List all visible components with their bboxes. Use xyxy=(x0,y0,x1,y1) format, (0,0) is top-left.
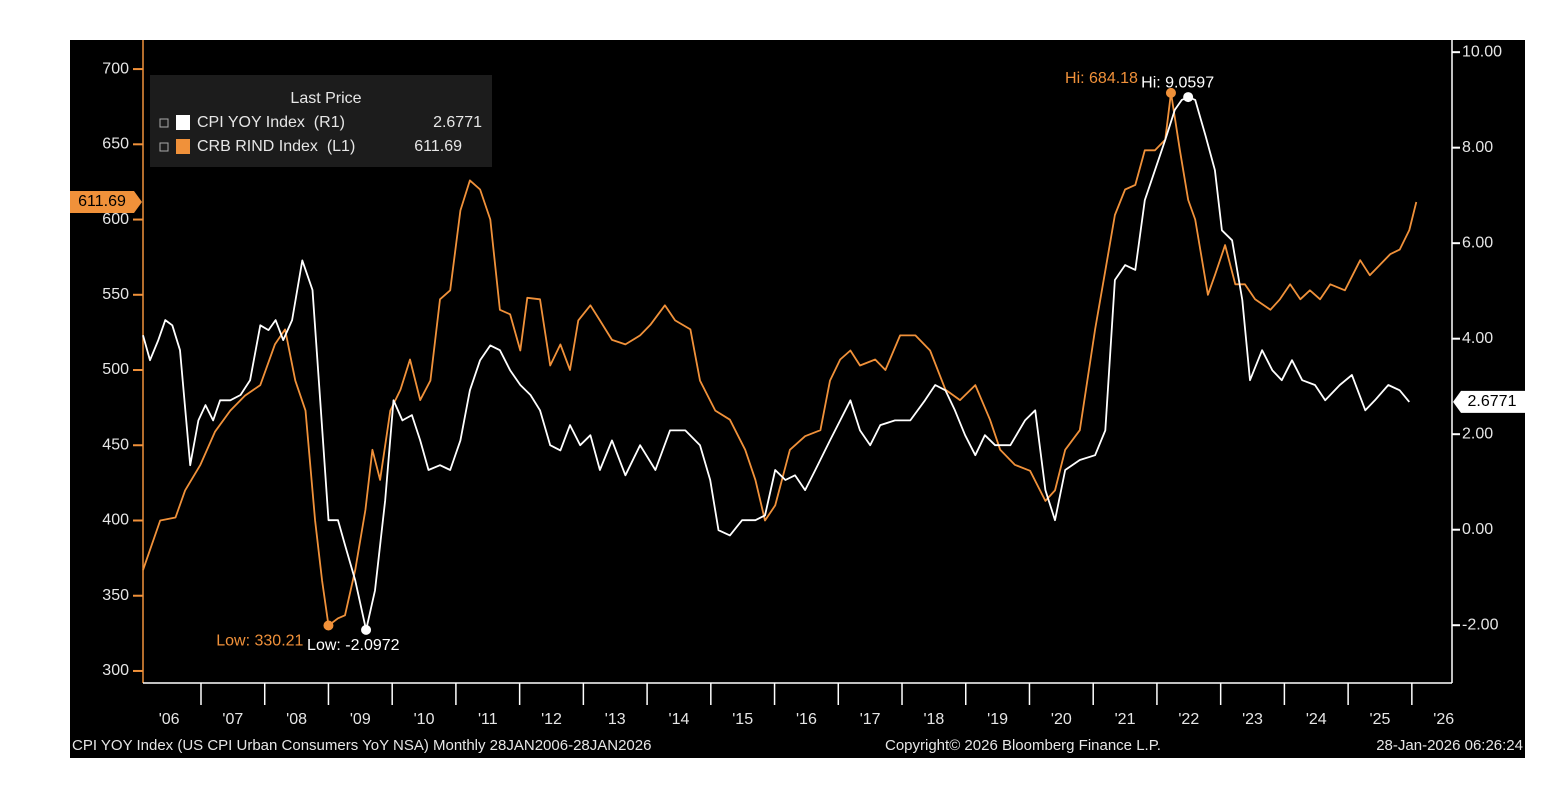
y-tick-label: 350 xyxy=(102,587,129,604)
extreme-dot xyxy=(1183,92,1194,103)
legend-box xyxy=(150,75,492,167)
legend-label: CRB RIND Index (L1) xyxy=(197,138,355,155)
y2-tick-label: 0.00 xyxy=(1462,521,1493,538)
extreme-label: Low: -2.0972 xyxy=(307,637,400,654)
x-tick-label: '24 xyxy=(1306,711,1327,728)
legend-label: CPI YOY Index (R1) xyxy=(197,114,345,131)
y2-tick-label: 6.00 xyxy=(1462,234,1493,251)
last-value-label: 2.6771 xyxy=(1468,393,1517,410)
x-tick-label: '07 xyxy=(222,711,243,728)
y-tick-label: 500 xyxy=(102,361,129,378)
y-tick-label: 650 xyxy=(102,136,129,153)
x-tick-label: '23 xyxy=(1242,711,1263,728)
x-tick-label: '26 xyxy=(1433,711,1454,728)
series-line xyxy=(142,92,1418,627)
y-tick-label: 300 xyxy=(102,662,129,679)
x-tick-label: '06 xyxy=(159,711,180,728)
y-tick-label: 600 xyxy=(102,211,129,228)
extreme-label: Low: 330.21 xyxy=(216,633,303,650)
x-tick-label: '12 xyxy=(541,711,562,728)
y2-tick-label: 10.00 xyxy=(1462,43,1502,60)
y2-tick-label: 8.00 xyxy=(1462,139,1493,156)
x-tick-label: '18 xyxy=(923,711,944,728)
extreme-dot xyxy=(323,620,334,631)
x-tick-label: '17 xyxy=(860,711,881,728)
extreme-label: Hi: 684.18 xyxy=(1065,70,1138,87)
last-value-badge xyxy=(1453,390,1525,413)
y2-tick-label: 2.00 xyxy=(1462,425,1493,442)
x-tick-label: '25 xyxy=(1370,711,1391,728)
last-value-badge xyxy=(70,190,142,213)
legend: Last Price CPI YOY Index (R1) 2.6771 CRB… xyxy=(150,75,492,167)
timestamp: 28-Jan-2026 06:26:24 xyxy=(1376,737,1523,754)
legend-value: 2.6771 xyxy=(433,114,482,131)
x-tick-label: '14 xyxy=(669,711,690,728)
x-tick-label: '22 xyxy=(1178,711,1199,728)
legend-title: Last Price xyxy=(290,90,361,107)
legend-expand[interactable] xyxy=(159,142,169,152)
y-tick-label: 450 xyxy=(102,436,129,453)
extreme-dot xyxy=(361,624,372,635)
extreme-dot xyxy=(1165,87,1176,98)
y2-tick-label: 4.00 xyxy=(1462,330,1493,347)
legend-swatch xyxy=(176,115,190,130)
y-tick-label: 400 xyxy=(102,512,129,529)
plot: 300 350 400 450 500 550 600 650 700 -2.00 0.00 2.00… xyxy=(70,43,1525,728)
x-tick-label: '21 xyxy=(1115,711,1136,728)
y-tick-label: 550 xyxy=(102,286,129,303)
x-tick-label: '20 xyxy=(1051,711,1072,728)
legend-swatch xyxy=(176,139,190,154)
x-tick-label: '11 xyxy=(478,711,498,728)
x-tick-label: '15 xyxy=(732,711,753,728)
last-value-label: 611.69 xyxy=(78,193,126,210)
copyright: Copyright© 2026 Bloomberg Finance L.P. xyxy=(885,737,1161,754)
x-tick-label: '08 xyxy=(286,711,307,728)
legend-value: 611.69 xyxy=(414,138,462,155)
x-tick-label: '19 xyxy=(987,711,1008,728)
x-tick-label: '09 xyxy=(350,711,371,728)
y-tick-label: 700 xyxy=(102,60,129,77)
x-tick-label: '10 xyxy=(414,711,435,728)
extreme-label: Hi: 9.0597 xyxy=(1141,74,1214,91)
source-note: CPI YOY Index (US CPI Urban Consumers Yo… xyxy=(72,737,651,754)
x-tick-label: '13 xyxy=(605,711,626,728)
x-tick-label: '16 xyxy=(796,711,817,728)
y2-tick-label: -2.00 xyxy=(1462,616,1499,633)
legend-expand[interactable] xyxy=(159,118,169,128)
